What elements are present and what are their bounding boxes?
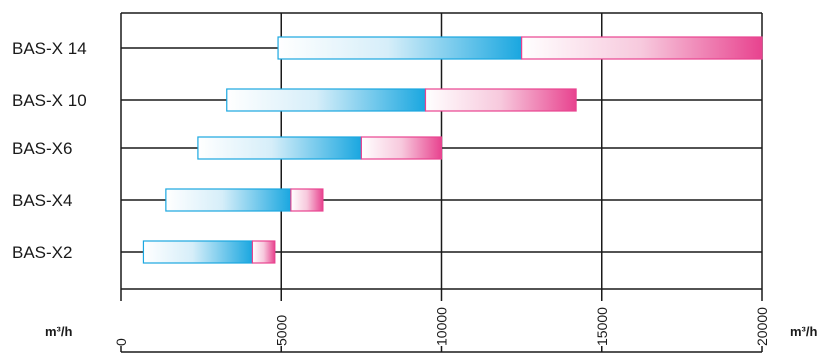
x-axis: 0 5000 10000 15000 20000 m³/h m³/h [45, 307, 818, 353]
category-label: BAS-X 10 [12, 91, 87, 110]
x-tick-label: 10000 [434, 307, 450, 346]
category-label: BAS-X4 [12, 191, 72, 210]
bar-segment-pink [360, 136, 443, 160]
x-unit-label-left: m³/h [45, 324, 73, 339]
category-label: BAS-X6 [12, 139, 72, 158]
x-tick-label: 20000 [754, 307, 770, 346]
bar-segment-pink [424, 88, 577, 112]
x-unit-label-right: m³/h [790, 324, 818, 339]
bar-segment-blue [165, 188, 292, 212]
bar-segment-pink [521, 36, 763, 60]
bar-segment-blue [197, 136, 362, 160]
x-tick-label: 0 [113, 338, 129, 346]
x-tick-label: 5000 [273, 315, 289, 346]
category-label: BAS-X 14 [12, 39, 87, 58]
bar-segment-pink [251, 240, 276, 264]
x-tick-label: 15000 [594, 307, 610, 346]
bar-segment-pink [290, 188, 324, 212]
bar-segment-blue [277, 36, 523, 60]
category-labels: BAS-X 14 BAS-X 10 BAS-X6 BAS-X4 BAS-X2 [12, 39, 87, 262]
category-label: BAS-X2 [12, 243, 72, 262]
bars [142, 36, 763, 264]
bar-segment-blue [226, 88, 427, 112]
bar-segment-blue [142, 240, 254, 264]
